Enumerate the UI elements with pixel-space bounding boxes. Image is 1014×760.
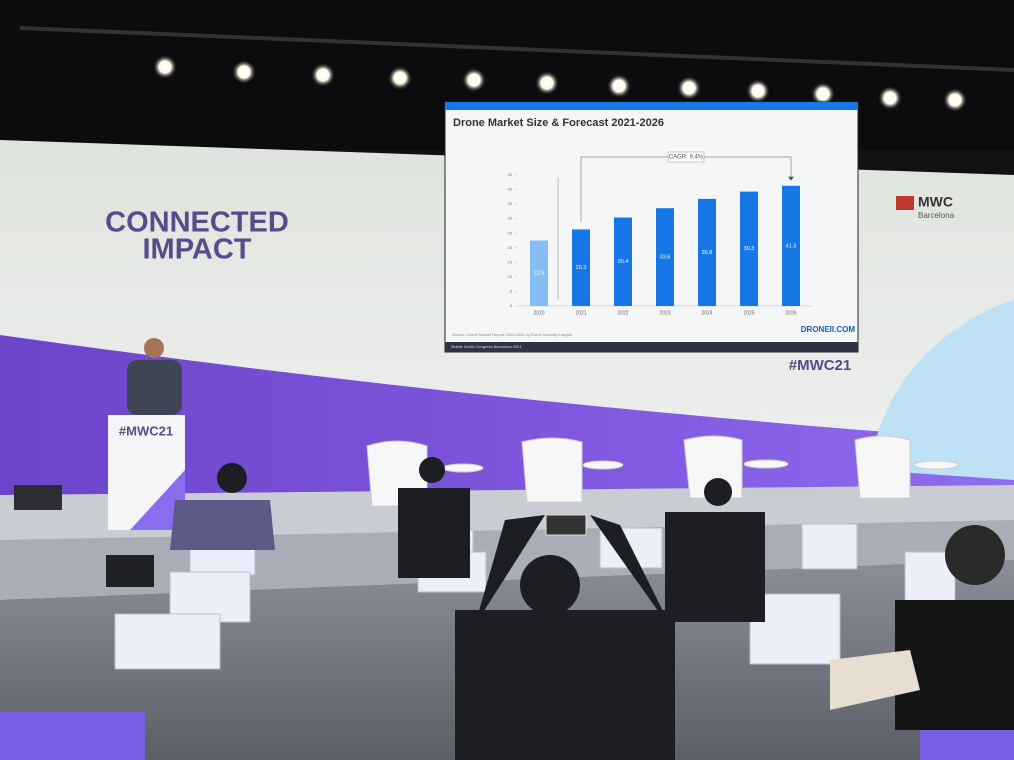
truss	[19, 26, 1014, 72]
bar	[530, 240, 548, 306]
x-tick-label: 2023	[659, 310, 670, 316]
sponsor-logo: MWC	[918, 194, 953, 210]
bar	[614, 217, 632, 306]
bar	[572, 229, 590, 306]
bar	[782, 185, 800, 306]
y-tick-label: 15	[508, 259, 513, 264]
bar	[656, 208, 674, 306]
podium-graphic	[130, 470, 185, 530]
speaker-box	[106, 555, 154, 587]
hashtag: #MWC21	[789, 357, 852, 374]
slide-footer: Mobile World Congress Barcelona 2021	[451, 344, 522, 349]
speaker-body	[127, 360, 182, 415]
cagr-annotation: CAGR: 9.4%	[669, 155, 704, 161]
audience-people	[170, 457, 1014, 760]
slide-footer-bar	[445, 342, 858, 352]
bar	[698, 198, 716, 306]
stage-furniture	[366, 435, 959, 507]
slide-header-bar	[445, 102, 858, 110]
slide-source: Source: Drone Market Report 2021-2026 by…	[452, 332, 572, 337]
x-tick-label: 2024	[701, 310, 712, 316]
value-label: 33.6	[660, 255, 671, 261]
backdrop-title: IMPACT	[142, 234, 251, 266]
slide-brand: DRONEII.COM	[801, 325, 856, 334]
x-tick-label: 2021	[575, 310, 586, 316]
y-tick-label: 0	[510, 303, 513, 308]
x-tick-label: 2022	[617, 310, 628, 316]
y-tick-label: 40	[508, 187, 513, 192]
cagr-box	[667, 151, 705, 163]
chart: 051015202530354045202022.5202126.3202230…	[508, 151, 812, 316]
backdrop-title: CONNECTED	[105, 207, 289, 239]
speaker-head	[144, 338, 164, 358]
stage-monitor	[14, 485, 62, 510]
y-tick-label: 20	[508, 245, 513, 250]
chart-title: Drone Market Size & Forecast 2021-2026	[453, 117, 664, 129]
value-label: 36.8	[702, 250, 713, 256]
y-tick-label: 45	[508, 172, 513, 177]
wave-graphic	[870, 300, 1014, 480]
x-tick-label: 2020	[533, 310, 544, 316]
spotlights	[153, 55, 967, 112]
y-tick-label: 5	[510, 289, 513, 294]
purple-band	[0, 335, 1014, 500]
front-chair	[0, 712, 145, 760]
y-tick-label: 10	[508, 274, 513, 279]
y-tick-label: 30	[508, 216, 513, 221]
y-tick-label: 25	[508, 230, 513, 235]
value-label: 30.4	[618, 259, 629, 265]
sponsor-city: Barcelona	[918, 211, 955, 220]
value-label: 22.5	[534, 271, 545, 277]
sponsor-mark	[896, 196, 914, 210]
y-tick-label: 35	[508, 201, 513, 206]
x-tick-label: 2025	[743, 310, 754, 316]
podium-hashtag: #MWC21	[119, 423, 173, 438]
bar	[740, 191, 758, 306]
x-tick-label: 2026	[785, 310, 796, 316]
value-label: 41.3	[786, 243, 797, 249]
value-label: 26.3	[576, 265, 587, 271]
value-label: 39.3	[744, 246, 755, 252]
cagr-arrow	[788, 176, 794, 181]
